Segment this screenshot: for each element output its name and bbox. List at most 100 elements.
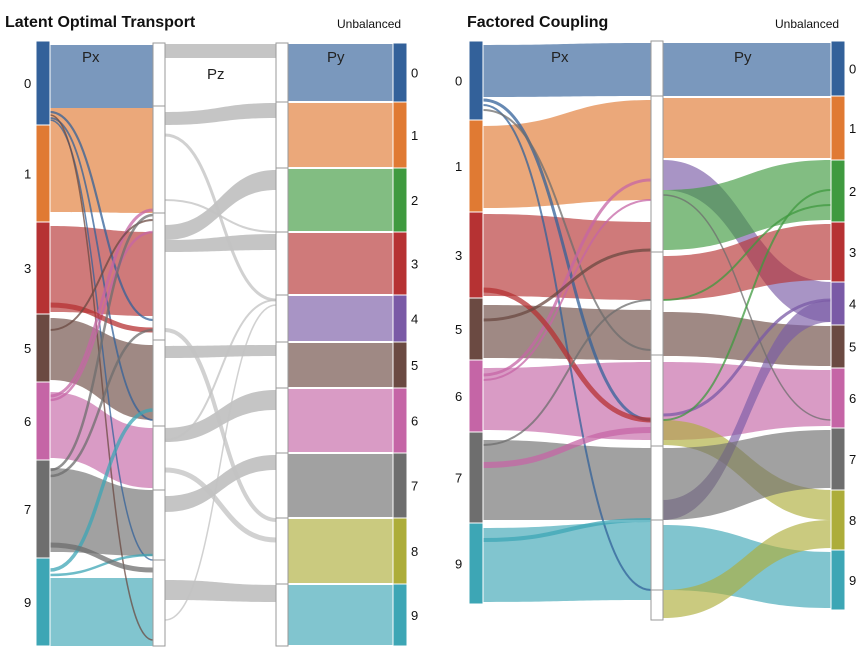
flow-px6-pz xyxy=(50,392,153,488)
py-node-label-3: 3 xyxy=(849,245,856,260)
px-node-label-3: 3 xyxy=(24,261,31,276)
py-node-0 xyxy=(392,42,408,103)
flow-px6-mid xyxy=(483,362,651,440)
px-node-1 xyxy=(468,119,484,213)
mid-node xyxy=(650,354,664,447)
px-node-label-0: 0 xyxy=(24,76,31,91)
py-node-3 xyxy=(830,221,846,283)
thread-3-mix xyxy=(482,287,652,423)
thread-6-up xyxy=(482,178,652,377)
thread-7-low xyxy=(49,542,154,573)
mid-node xyxy=(650,251,664,356)
flow-px1-mid xyxy=(483,100,651,208)
thread-9-up xyxy=(49,553,154,577)
flow-pz-py xyxy=(165,44,276,58)
mid-node xyxy=(650,589,664,621)
py-node-label-1: 1 xyxy=(849,121,856,136)
mid-node xyxy=(650,519,664,591)
right-panel-subtitle: Unbalanced xyxy=(775,17,839,31)
px-node-label-9: 9 xyxy=(24,595,31,610)
py-node-5 xyxy=(392,341,408,389)
flow-to-py-9 xyxy=(288,585,393,645)
flow-pz-py xyxy=(165,103,276,125)
left-pz-label: Pz xyxy=(207,66,225,83)
flow-to-py-5 xyxy=(288,343,393,387)
factored-coupling-panel: 0 1 3 5 6 7 9 0 1 2 3 4 5 6 7 8 9 Factored Coupling Unba… xyxy=(455,14,856,621)
py-node-8 xyxy=(392,517,408,585)
thread-z-py xyxy=(164,467,277,543)
flow-pz-py xyxy=(165,170,276,240)
left-py-label: Py xyxy=(327,49,345,66)
px-node-label-0: 0 xyxy=(455,74,462,89)
flow-px0-pz xyxy=(50,45,153,108)
py-node-6 xyxy=(392,387,408,454)
px-node-0 xyxy=(35,40,51,126)
thread-9-up xyxy=(49,408,154,572)
py-mid-node xyxy=(275,294,289,343)
py-node-4 xyxy=(830,281,846,326)
right-px-label: Px xyxy=(551,49,569,66)
thread-z-py xyxy=(164,133,277,302)
right-py-label: Py xyxy=(734,49,752,66)
pz-node xyxy=(152,42,166,107)
py-node-3 xyxy=(392,231,408,296)
px-node-7 xyxy=(35,459,51,559)
thread-mid-py xyxy=(662,189,832,421)
thread-0-down xyxy=(482,109,652,351)
px-node-label-6: 6 xyxy=(24,414,31,429)
flow-mid-py2 xyxy=(663,160,831,250)
flow-px7-mid xyxy=(483,440,651,520)
flow-px7-pz xyxy=(50,468,153,556)
py-node-4 xyxy=(392,294,408,343)
px-node-label-1: 1 xyxy=(455,159,462,174)
py-node-label-4: 4 xyxy=(411,312,418,327)
py-node-label-0: 0 xyxy=(411,66,418,81)
py-node-label-1: 1 xyxy=(411,128,418,143)
flow-pz-py xyxy=(165,234,276,252)
py-mid-node xyxy=(275,583,289,647)
py-node-1 xyxy=(392,101,408,169)
py-mid-node xyxy=(275,452,289,519)
flow-mid-py7 xyxy=(663,430,831,520)
thread-mid-py xyxy=(662,204,832,301)
flow-to-py-1 xyxy=(288,103,393,167)
py-node-label-9: 9 xyxy=(849,573,856,588)
flow-to-py-3 xyxy=(288,233,393,294)
py-node-label-2: 2 xyxy=(411,193,418,208)
left-panel-subtitle: Unbalanced xyxy=(337,17,401,31)
latent-ot-panel: 0 1 3 5 6 7 9 0 1 2 3 4 5 6 7 8 9 Latent Optimal Transpo… xyxy=(5,14,418,647)
px-node-6 xyxy=(35,381,51,461)
thread-0-to-z xyxy=(49,117,154,421)
thread-z-py xyxy=(164,304,277,621)
py-mid-node xyxy=(275,42,289,103)
py-node-label-9: 9 xyxy=(411,608,418,623)
thread-7-up xyxy=(482,299,652,446)
thread-7-mix xyxy=(482,427,652,468)
px-node-3 xyxy=(468,211,484,299)
flow-mid-py1 xyxy=(663,98,831,158)
right-panel-title: Factored Coupling xyxy=(467,14,608,31)
py-node-9 xyxy=(392,583,408,647)
px-node-label-7: 7 xyxy=(455,471,462,486)
py-node-label-8: 8 xyxy=(411,544,418,559)
py-node-9 xyxy=(830,549,846,611)
px-node-6 xyxy=(468,359,484,433)
px-node-9 xyxy=(468,522,484,605)
right-flows xyxy=(482,43,832,618)
flow-to-py-7 xyxy=(288,454,393,517)
thread-0-to-z xyxy=(49,114,154,641)
py-mid-node xyxy=(275,231,289,296)
py-node-label-7: 7 xyxy=(849,452,856,467)
px-node-7 xyxy=(468,431,484,524)
thread-z-py xyxy=(164,199,277,233)
px-node-1 xyxy=(35,124,51,223)
flow-mid-py0 xyxy=(663,43,831,96)
py-node-label-5: 5 xyxy=(411,358,418,373)
flow-mid-py3 xyxy=(663,224,831,300)
px-node-5 xyxy=(35,313,51,383)
py-node-8 xyxy=(830,489,846,551)
px-node-5 xyxy=(468,297,484,361)
py-node-label-0: 0 xyxy=(849,62,856,77)
py-node-1 xyxy=(830,95,846,161)
